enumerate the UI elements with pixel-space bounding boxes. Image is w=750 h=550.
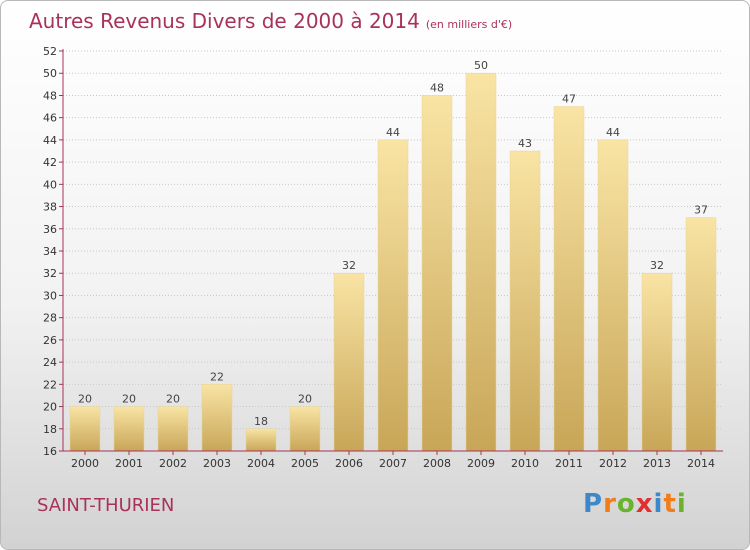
bar-2002 [157,406,189,452]
data-label-2004: 18 [254,415,268,428]
x-tick-label-2003: 2003 [203,457,231,470]
data-label-2000: 20 [78,393,92,406]
y-tick-label: 44 [43,134,57,147]
data-label-2007: 44 [386,126,400,139]
y-tick-label: 16 [43,445,57,458]
bar-2014 [685,217,717,452]
bar-2007 [377,139,409,452]
bars [69,72,717,452]
bar-2005 [289,406,321,452]
x-tick-label-2005: 2005 [291,457,319,470]
x-tick-label-2011: 2011 [555,457,583,470]
chart-title-text: Autres Revenus Divers de 2000 à 2014 [29,9,420,33]
logo-letter: x [635,489,654,519]
logo-letter: r [603,489,617,519]
y-tick-label: 28 [43,312,57,325]
logo-letter: o [616,489,636,519]
bar-2008 [421,95,453,452]
data-labels: 20 20 20 22 18 20 32 44 48 50 43 47 44 32 37 [78,59,708,428]
x-tick-label-2006: 2006 [335,457,363,470]
y-tick-label: 32 [43,267,57,280]
y-tick-label: 18 [43,423,57,436]
x-tick-label-2004: 2004 [247,457,275,470]
y-tick-label: 46 [43,112,57,125]
bar-2010 [509,150,541,452]
bar-2000 [69,406,101,452]
y-tick-label: 52 [43,45,57,58]
data-label-2003: 22 [210,370,224,383]
y-tick-label: 42 [43,156,57,169]
x-tick-label-2010: 2010 [511,457,539,470]
y-tick-label: 48 [43,89,57,102]
x-tick-label-2012: 2012 [599,457,627,470]
data-label-2008: 48 [430,81,444,94]
bar-2009 [465,72,497,452]
chart-title-unit: (en milliers d'€) [425,18,513,31]
y-tick-label: 34 [43,245,57,258]
x-tick-label-2013: 2013 [643,457,671,470]
y-tick-label: 20 [43,401,57,414]
bar-2001 [113,406,145,452]
data-label-2014: 37 [694,204,708,217]
bar-2012 [597,139,629,452]
y-tick-label: 30 [43,289,57,302]
x-tick-label-2007: 2007 [379,457,407,470]
x-tick-label-2002: 2002 [159,457,187,470]
logo-letter: t [663,489,677,519]
x-tick-label-2000: 2000 [71,457,99,470]
bar-2003 [201,384,233,452]
x-tick-label-2009: 2009 [467,457,495,470]
bar-2013 [641,272,673,452]
y-tick-label: 36 [43,223,57,236]
data-label-2013: 32 [650,259,664,272]
y-tick-label: 50 [43,67,57,80]
bar-2011 [553,106,585,452]
x-tick-label-2008: 2008 [423,457,451,470]
y-tick-label: 40 [43,178,57,191]
x-tick-label-2014: 2014 [687,457,715,470]
data-label-2010: 43 [518,137,532,150]
bar-2006 [333,272,365,452]
data-label-2009: 50 [474,59,488,72]
bar-2004 [245,428,277,452]
data-label-2012: 44 [606,126,620,139]
data-label-2006: 32 [342,259,356,272]
y-tick-label: 22 [43,378,57,391]
data-label-2011: 47 [562,93,576,106]
y-tick-label: 24 [43,356,57,369]
data-label-2001: 20 [122,393,136,406]
data-label-2002: 20 [166,393,180,406]
logo-letter: i [676,489,687,519]
logo-letter: i [653,489,664,519]
place-name: SAINT-THURIEN [37,495,175,516]
chart-title: Autres Revenus Divers de 2000 à 2014 (en … [29,9,512,33]
data-label-2005: 20 [298,393,312,406]
y-tick-label: 26 [43,334,57,347]
y-tick-label: 38 [43,201,57,214]
axes: 16 18 20 22 24 26 28 30 32 34 36 38 40 42 44 46 48 50 52 20… [43,45,723,470]
x-tick-label-2001: 2001 [115,457,143,470]
logo-letter: P [583,489,604,519]
proxiti-logo: Proxiti [583,489,687,519]
